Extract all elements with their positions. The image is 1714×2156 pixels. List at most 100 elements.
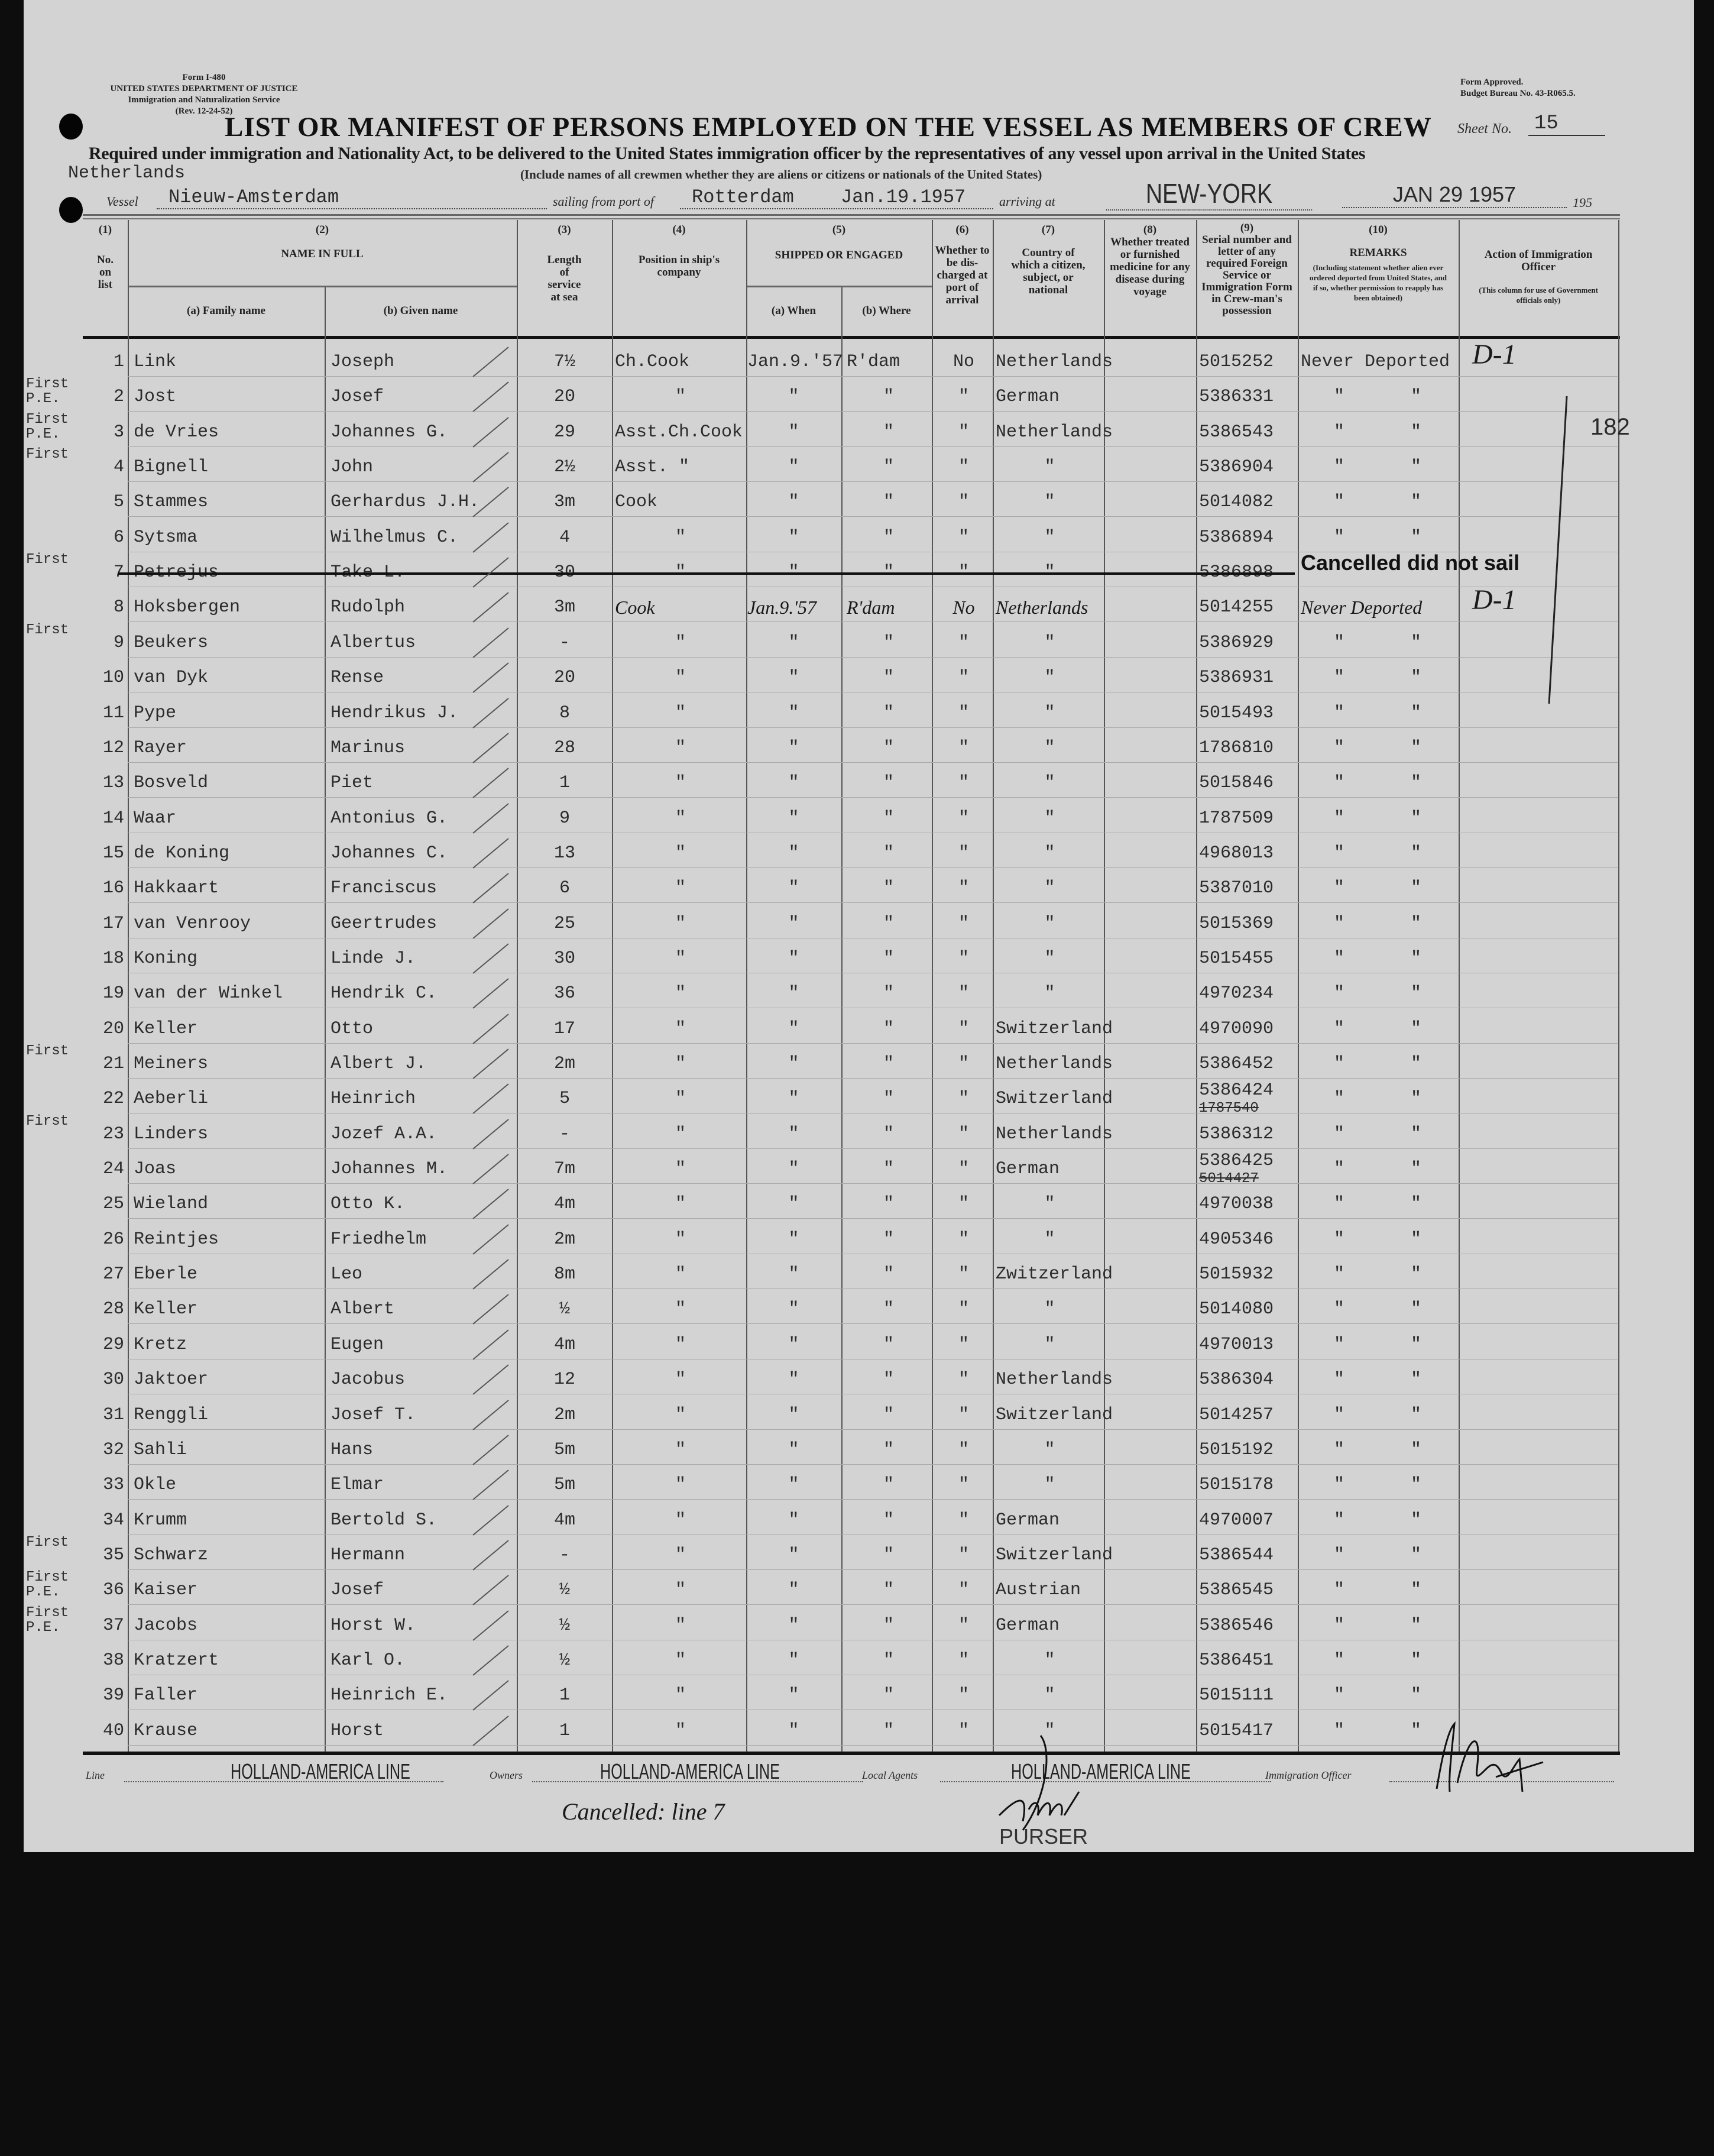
cell-serial: 5014082 xyxy=(1199,492,1274,513)
cell-remarks: Never Deported xyxy=(1301,352,1450,372)
cell-where: " xyxy=(883,808,894,828)
cell-country: " xyxy=(1044,703,1055,723)
cell-remarks: " xyxy=(1333,387,1344,407)
col-number: (10) xyxy=(1369,224,1388,236)
check-mark-icon xyxy=(472,662,509,693)
cell-position: " xyxy=(675,878,686,899)
cell-no: 11 xyxy=(102,703,124,723)
cell-position: " xyxy=(675,632,686,653)
owners-name: HOLLAND-AMERICA LINE xyxy=(600,1759,780,1783)
cell-country: Netherlands xyxy=(996,1124,1113,1144)
cell-where: " xyxy=(883,668,894,688)
cell-given: Heinrich E. xyxy=(331,1685,448,1706)
cell-serial: 5386312 xyxy=(1199,1124,1274,1144)
cell-when: " xyxy=(788,703,799,723)
cell-length: ½ xyxy=(559,1650,570,1671)
cell-where: " xyxy=(883,1089,894,1109)
cell-remarks2: " xyxy=(1410,668,1421,688)
cell-given: Gerhardus J.H. xyxy=(331,492,480,513)
row-rule xyxy=(128,1569,1618,1570)
cell-country: German xyxy=(996,1159,1060,1180)
cell-discharged: " xyxy=(958,1124,969,1144)
cell-remarks: " xyxy=(1333,913,1344,934)
cell-serial: 5015417 xyxy=(1199,1720,1274,1741)
cell-family: Joas xyxy=(134,1159,177,1180)
cell-position: " xyxy=(675,1545,686,1565)
cell-length: 4m xyxy=(553,1194,575,1215)
cell-country: " xyxy=(1044,1439,1055,1460)
cell-remarks: " xyxy=(1333,1299,1344,1320)
cell-discharged: " xyxy=(958,878,969,899)
cell-country: " xyxy=(1044,913,1055,934)
cell-remarks: " xyxy=(1333,703,1344,723)
cell-country: Netherlands xyxy=(996,422,1113,442)
cell-country: German xyxy=(996,1615,1060,1636)
cell-length: 25 xyxy=(553,913,575,934)
row-rule xyxy=(128,1218,1618,1219)
cell-given: Horst xyxy=(331,1720,384,1741)
cell-remarks: " xyxy=(1333,878,1344,899)
cell-length: 29 xyxy=(553,422,575,442)
year-suffix: 195 xyxy=(1573,195,1592,210)
cell-country: Switzerland xyxy=(996,1018,1113,1039)
cell-length: ½ xyxy=(559,1299,570,1320)
cell-remarks: " xyxy=(1333,422,1344,442)
check-mark-icon xyxy=(472,592,509,623)
col-number: (3) xyxy=(558,224,571,236)
column-divider xyxy=(1459,220,1460,1752)
manifest-sheet xyxy=(24,0,1694,1852)
cell-discharged: " xyxy=(958,1650,969,1671)
cell-given: Piet xyxy=(331,773,374,794)
cell-remarks2: " xyxy=(1410,1720,1421,1741)
officer-signature xyxy=(1436,1721,1544,1792)
sheet-label: Sheet No. xyxy=(1457,121,1512,137)
cell-country: Switzerland xyxy=(996,1089,1113,1109)
cell-when: " xyxy=(788,1089,799,1109)
cell-remarks: " xyxy=(1333,1018,1344,1039)
cell-no: 15 xyxy=(102,843,124,863)
column-divider xyxy=(993,220,994,1752)
cell-no: 29 xyxy=(102,1334,124,1355)
cell-country: " xyxy=(1044,1720,1055,1741)
cell-remarks: Never Deported xyxy=(1301,597,1423,619)
cell-when: " xyxy=(788,1334,799,1355)
cell-no: 3 xyxy=(113,422,124,442)
cell-family: Beukers xyxy=(134,632,209,653)
cell-family: Reintjes xyxy=(134,1229,219,1249)
check-mark-icon xyxy=(472,1435,509,1465)
cell-no: 2 xyxy=(113,387,124,407)
cell-serial: 5015455 xyxy=(1199,948,1274,969)
col-medicine-header: (8) Whether treated or furnished medicine… xyxy=(1104,224,1196,298)
cell-country: " xyxy=(1044,1299,1055,1320)
cell-family: van der Winkel xyxy=(134,983,283,1004)
cell-position: " xyxy=(675,1650,686,1671)
cell-remarks2: " xyxy=(1410,1089,1421,1109)
cell-no: 13 xyxy=(102,773,124,794)
cell-when: " xyxy=(788,878,799,899)
cell-when: " xyxy=(788,1650,799,1671)
cell-discharged: " xyxy=(958,703,969,723)
cell-given: Albert J. xyxy=(331,1054,427,1074)
cell-length: 2m xyxy=(553,1229,575,1249)
check-mark-icon xyxy=(472,908,509,939)
divider xyxy=(83,214,1620,216)
row-rule xyxy=(128,656,1618,658)
cell-discharged: " xyxy=(958,1475,969,1495)
cell-remarks: " xyxy=(1333,1229,1344,1249)
cell-given: Elmar xyxy=(331,1475,384,1495)
punch-hole xyxy=(59,114,83,140)
check-mark-icon xyxy=(472,1048,509,1079)
cell-family: Eberle xyxy=(134,1264,198,1285)
cell-family: de Koning xyxy=(134,843,230,863)
column-divider xyxy=(325,287,326,1752)
cell-country: " xyxy=(1044,948,1055,969)
cell-length: 1 xyxy=(559,773,570,794)
col-label: Serial number and letter of any required… xyxy=(1201,234,1292,317)
check-mark-icon xyxy=(472,1259,509,1290)
cell-country: " xyxy=(1044,983,1055,1004)
cell-serial: 5015846 xyxy=(1199,773,1274,794)
cell-position: " xyxy=(675,983,686,1004)
cell-discharged: " xyxy=(958,948,969,969)
check-mark-icon xyxy=(472,627,509,658)
cell-remarks2: " xyxy=(1410,948,1421,969)
